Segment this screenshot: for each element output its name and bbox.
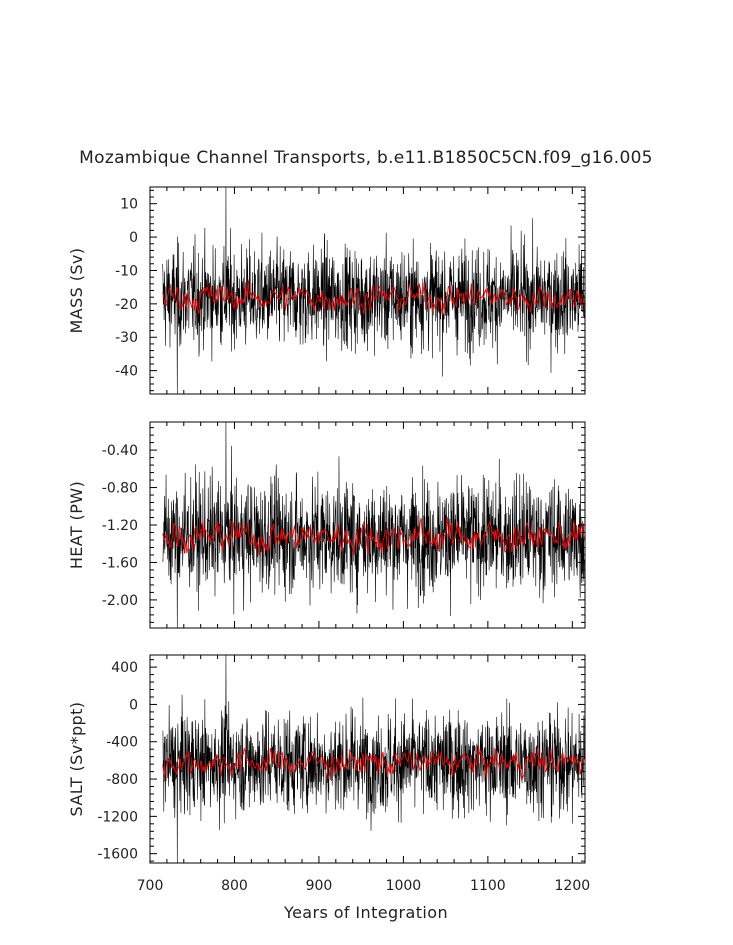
salt-plot-frame — [149, 654, 586, 864]
mass-smoothed-series — [162, 279, 585, 316]
heat-panel: -0.40 -0.80 -1.20 -1.60 -2.00 HEAT (PW) — [67, 421, 586, 629]
x-tick-label: 1100 — [470, 878, 506, 894]
mass-y-tick-label: 10 — [120, 197, 138, 213]
heat-monthly-series — [162, 421, 585, 629]
mass-y-tick-label: -10 — [115, 263, 138, 279]
x-tick-label: 900 — [306, 878, 333, 894]
x-tick-label: 1000 — [386, 878, 422, 894]
mass-y-tick-label: 0 — [129, 230, 138, 246]
heat-y-tick-label: -0.40 — [102, 443, 138, 459]
heat-y-tick-label: -1.60 — [102, 555, 138, 571]
salt-smoothed-series — [162, 746, 585, 781]
mass-y-tick-label: -40 — [115, 364, 138, 380]
x-tick-label: 700 — [137, 878, 164, 894]
salt-y-tick-label: 400 — [111, 660, 138, 676]
x-tick-label: 1200 — [555, 878, 591, 894]
mass-panel: 10 0 -10 -20 -30 -40 MASS (Sv) — [67, 186, 586, 395]
x-tick-label: 800 — [221, 878, 248, 894]
mass-y-tick-label: -30 — [115, 330, 138, 346]
mass-y-axis-label: MASS (Sv) — [67, 248, 86, 334]
x-tick-labels: 700 800 900 1000 1100 1200 — [137, 878, 591, 894]
mass-y-tick-label: -20 — [115, 297, 138, 313]
salt-monthly-series — [162, 654, 585, 864]
chart-title: Mozambique Channel Transports, b.e11.B18… — [79, 148, 653, 168]
salt-panel: 400 0 -400 -800 -1200 -1600 SALT (Sv*ppt) — [67, 654, 586, 864]
heat-y-tick-label: -0.80 — [102, 481, 138, 497]
salt-y-axis-label: SALT (Sv*ppt) — [67, 702, 86, 817]
salt-y-tick-label: -800 — [106, 772, 138, 788]
heat-y-tick-label: -2.00 — [102, 593, 138, 609]
heat-y-axis-label: HEAT (PW) — [67, 481, 86, 569]
salt-y-tick-label: -400 — [106, 735, 138, 751]
heat-smoothed-series — [162, 517, 585, 556]
salt-y-tick-label: 0 — [129, 697, 138, 713]
salt-y-tick-label: -1200 — [97, 809, 138, 825]
heat-y-tick-label: -1.20 — [102, 518, 138, 534]
x-axis-label: Years of Integration — [283, 903, 448, 922]
salt-y-tick-label: -1600 — [97, 847, 138, 863]
